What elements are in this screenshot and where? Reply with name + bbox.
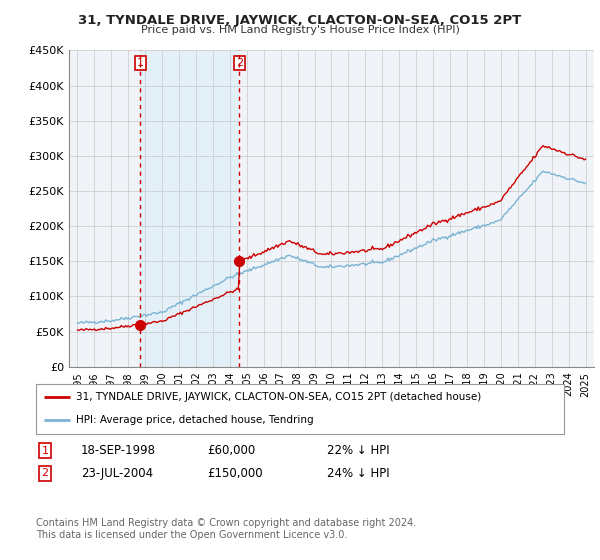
Text: HPI: Average price, detached house, Tendring: HPI: Average price, detached house, Tend…	[76, 416, 313, 426]
Text: Price paid vs. HM Land Registry's House Price Index (HPI): Price paid vs. HM Land Registry's House …	[140, 25, 460, 35]
Text: 1: 1	[137, 58, 144, 68]
Text: 24% ↓ HPI: 24% ↓ HPI	[327, 466, 389, 480]
Text: 22% ↓ HPI: 22% ↓ HPI	[327, 444, 389, 458]
Text: 2: 2	[41, 468, 49, 478]
Text: 23-JUL-2004: 23-JUL-2004	[81, 466, 153, 480]
Text: 2: 2	[236, 58, 243, 68]
Text: 1: 1	[41, 446, 49, 456]
Bar	[140, 50, 239, 367]
Text: Contains HM Land Registry data © Crown copyright and database right 2024.
This d: Contains HM Land Registry data © Crown c…	[36, 518, 416, 540]
Text: £60,000: £60,000	[207, 444, 255, 458]
Text: 31, TYNDALE DRIVE, JAYWICK, CLACTON-ON-SEA, CO15 2PT: 31, TYNDALE DRIVE, JAYWICK, CLACTON-ON-S…	[79, 14, 521, 27]
Text: 31, TYNDALE DRIVE, JAYWICK, CLACTON-ON-SEA, CO15 2PT (detached house): 31, TYNDALE DRIVE, JAYWICK, CLACTON-ON-S…	[76, 392, 481, 402]
Text: 18-SEP-1998: 18-SEP-1998	[81, 444, 156, 458]
Text: £150,000: £150,000	[207, 466, 263, 480]
